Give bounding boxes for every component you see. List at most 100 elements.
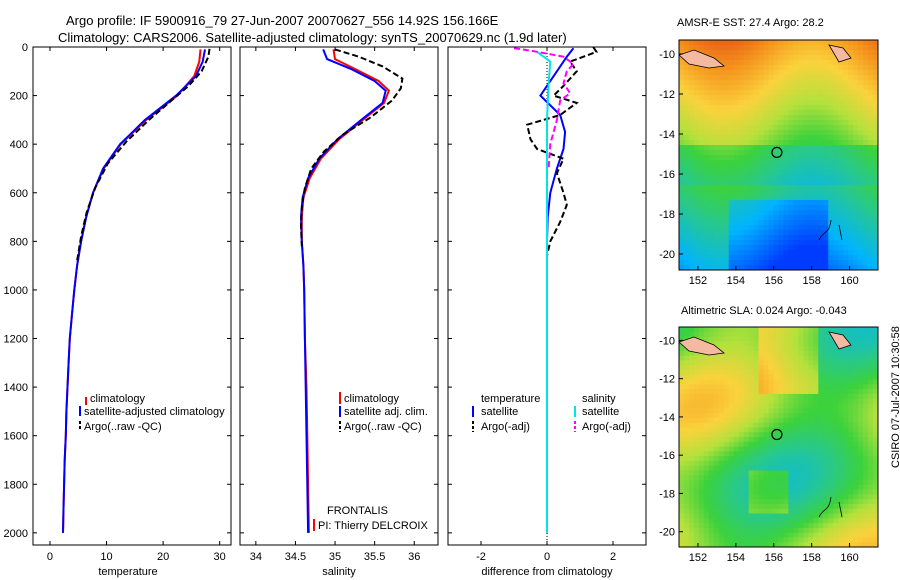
map-cell [758, 180, 765, 186]
temperature-xtick-label: 10 [100, 551, 112, 563]
map-cell [818, 465, 824, 472]
map-cell [743, 100, 750, 106]
map-cell [833, 475, 839, 481]
map-cell [783, 260, 790, 266]
map-cell [688, 327, 695, 333]
map-cell [778, 210, 785, 216]
map-cell [698, 240, 705, 246]
map-cell [823, 105, 829, 111]
map-cell [803, 341, 809, 347]
map-cell [683, 180, 690, 186]
map-cell [753, 45, 760, 51]
map-cell [798, 327, 804, 333]
map-cell [783, 346, 790, 352]
map-cell [818, 125, 824, 131]
map-cell [738, 532, 745, 539]
map-cell [863, 389, 869, 395]
map-cell [853, 374, 859, 381]
map-cell [813, 499, 819, 505]
map-cell [808, 408, 814, 414]
map-cell [773, 480, 780, 486]
map-cell [778, 513, 785, 519]
map-cell [688, 446, 695, 452]
map-cell [728, 70, 735, 76]
map-cell [843, 327, 849, 333]
sla-map-frame [678, 326, 879, 548]
map-cell [688, 190, 695, 196]
map-cell [733, 250, 740, 256]
map-cell [803, 346, 809, 352]
salinity-legend: climatology satellite adj. clim. Argo(..… [313, 392, 428, 532]
map-cell [733, 508, 740, 515]
map-cell [748, 120, 755, 126]
map-cell [708, 255, 715, 261]
map-cell [843, 100, 849, 106]
map-cell [753, 95, 760, 101]
map-cell [693, 65, 700, 71]
map-cell [698, 374, 705, 381]
map-cell [808, 441, 814, 448]
map-cell [763, 346, 770, 352]
map-cell [728, 215, 735, 221]
map-cell [708, 327, 715, 333]
map-cell [803, 225, 809, 231]
map-cell [688, 370, 695, 376]
map-cell [798, 480, 804, 486]
map-cell [748, 150, 755, 156]
map-cell [838, 245, 844, 251]
map-cell [808, 70, 814, 76]
map-cell [818, 441, 824, 448]
map-cell [763, 100, 770, 106]
map-cell [823, 80, 829, 86]
map-cell [768, 160, 775, 166]
map-cell [823, 370, 829, 376]
map-cell [803, 527, 809, 534]
map-cell [838, 205, 844, 211]
map-cell [718, 210, 725, 216]
map-cell [768, 451, 775, 457]
map-cell [853, 346, 859, 352]
map-cell [863, 75, 869, 81]
map-cell [753, 365, 760, 371]
map-cell [833, 360, 839, 366]
map-cell [848, 160, 854, 166]
map-cell [679, 398, 685, 405]
map-cell [858, 220, 864, 226]
map-cell [868, 437, 874, 443]
map-cell [738, 413, 745, 419]
map-cell [773, 508, 780, 515]
map-cell [748, 190, 755, 196]
map-cell [838, 210, 844, 216]
map-cell [798, 503, 804, 510]
map-cell [723, 60, 730, 66]
map-cell [758, 499, 765, 505]
map-cell [693, 175, 700, 181]
map-cell [703, 456, 710, 462]
map-cell [683, 65, 690, 71]
map-cell [743, 532, 750, 539]
map-cell [758, 389, 765, 395]
map-cell [679, 190, 685, 196]
map-cell [813, 370, 819, 376]
figure-title-line1: Argo profile: IF 5900916_79 27-Jun-2007 … [66, 13, 499, 28]
map-cell [833, 518, 839, 524]
map-cell [728, 465, 735, 472]
map-cell [813, 456, 819, 462]
map-cell [693, 155, 700, 161]
map-cell [693, 115, 700, 121]
map-cell [748, 245, 755, 251]
map-cell [808, 451, 814, 457]
map-cell [833, 403, 839, 409]
map-cell [833, 240, 839, 246]
map-cell [798, 250, 804, 256]
map-cell [768, 489, 775, 495]
map-cell [813, 260, 819, 266]
map-cell [838, 465, 844, 472]
map-cell [718, 379, 725, 385]
map-cell [813, 422, 819, 429]
map-cell [793, 75, 799, 81]
map-cell [718, 465, 725, 472]
map-cell [718, 446, 725, 452]
map-cell [803, 441, 809, 448]
map-cell [728, 55, 735, 61]
